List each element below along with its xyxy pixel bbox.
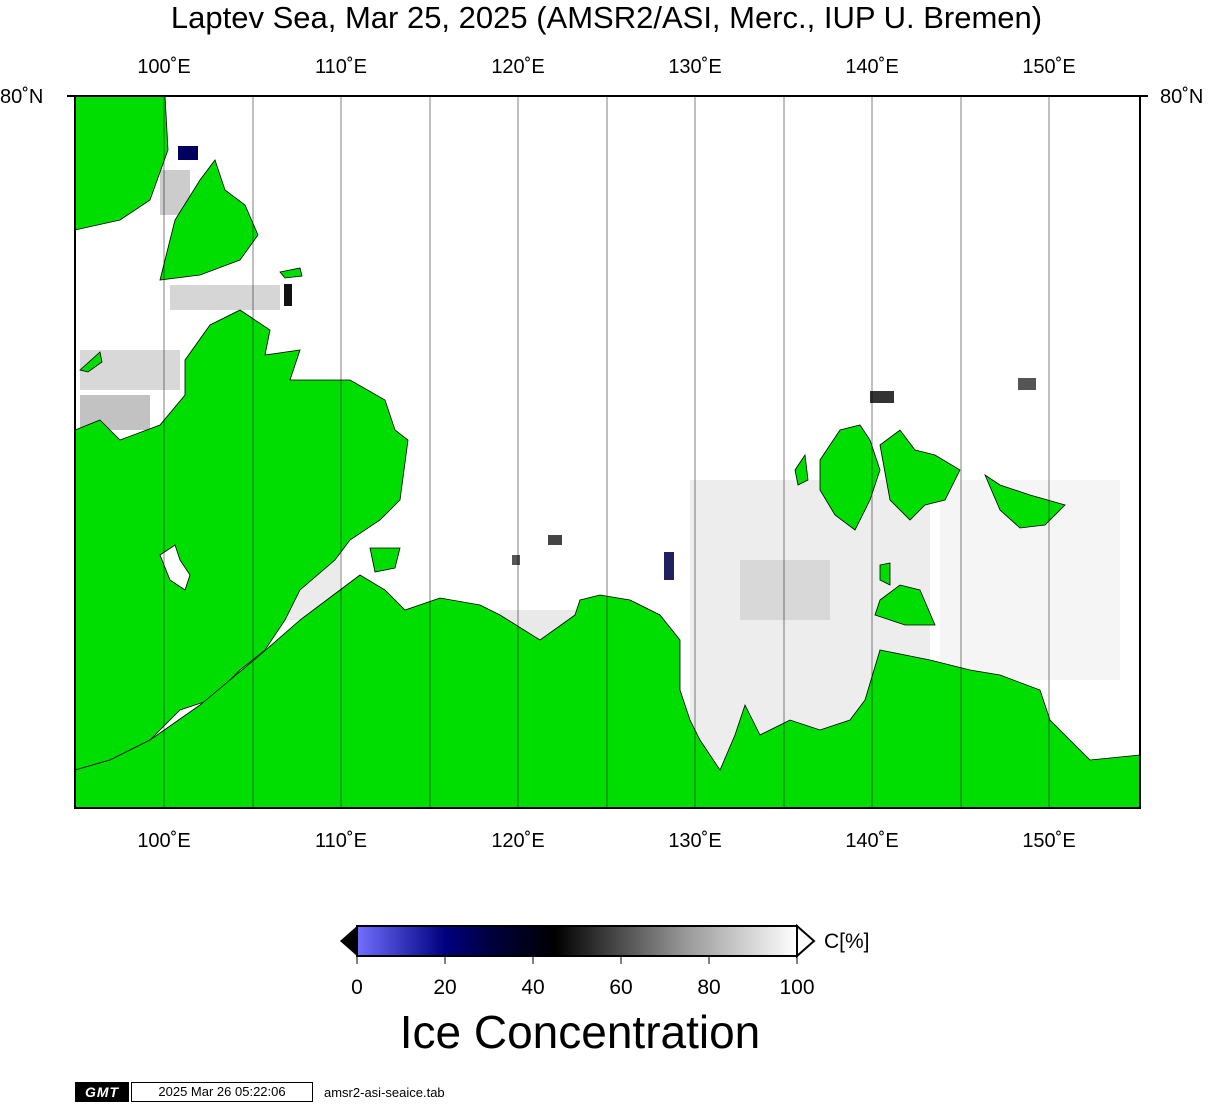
- ice-patch: [284, 284, 292, 306]
- ice-patch: [170, 285, 280, 310]
- lake: [159, 544, 191, 591]
- top-lon-label-120: 120˚E: [491, 56, 545, 78]
- gmt-logo: GMT: [75, 1082, 129, 1102]
- bottom-lon-label-130: 130˚E: [668, 830, 722, 852]
- bottom-lon-label-140: 140˚E: [845, 830, 899, 852]
- top-lon-label-130: 130˚E: [668, 56, 722, 78]
- colorbar-title: Ice Concentration: [399, 1006, 761, 1058]
- map-title: Laptev Sea, Mar 25, 2025 (AMSR2/ASI, Mer…: [170, 0, 1043, 35]
- ice-patch: [664, 552, 674, 580]
- colorbar-tick-label: 0: [351, 976, 363, 999]
- lon-gridlines: [163, 96, 1050, 808]
- colorbar: [340, 923, 816, 964]
- gmt-filename: amsr2-asi-seaice.tab: [324, 1085, 445, 1100]
- ice-patch: [870, 391, 894, 403]
- top-lon-label-140: 140˚E: [845, 56, 899, 78]
- colorbar-high-arrow: [796, 923, 816, 959]
- lat-label-right: 80˚N: [1160, 86, 1204, 108]
- bottom-lon-label-110: 110˚E: [315, 830, 367, 852]
- land-islet: [794, 453, 809, 486]
- colorbar-tick-label: 40: [521, 976, 545, 999]
- bottom-lon-label-100: 100˚E: [137, 830, 191, 852]
- ice-patch: [512, 555, 520, 565]
- colorbar-ticks: [356, 956, 798, 964]
- top-lon-label-150: 150˚E: [1022, 56, 1076, 78]
- gmt-timestamp: 2025 Mar 26 05:22:06: [131, 1082, 313, 1102]
- ice-patch: [740, 560, 830, 620]
- colorbar-tick-label: 100: [779, 976, 815, 999]
- land-islet: [874, 584, 936, 626]
- lat-label-left: 80˚N: [0, 86, 44, 108]
- top-lon-label-110: 110˚E: [315, 56, 367, 78]
- colorbar-low-arrow: [340, 926, 357, 956]
- land-islet: [279, 267, 303, 279]
- colorbar-tick-label: 80: [697, 976, 721, 999]
- land-island: [159, 159, 259, 281]
- colorbar-tick-label: 20: [433, 976, 457, 999]
- top-lon-label-100: 100˚E: [137, 56, 191, 78]
- land-islet: [369, 547, 401, 573]
- land-islet: [879, 562, 891, 586]
- land-kotelny: [819, 424, 881, 531]
- colorbar-unit: C[%]: [824, 930, 870, 953]
- ice-patch: [178, 146, 198, 160]
- colorbar-tick-label: 60: [609, 976, 633, 999]
- bottom-lon-label-150: 150˚E: [1022, 830, 1076, 852]
- land-northwest: [75, 96, 169, 231]
- ice-patch: [1018, 378, 1036, 390]
- land-islet: [79, 351, 103, 373]
- land-new-siberia: [984, 473, 1066, 529]
- bottom-lon-label-120: 120˚E: [491, 830, 545, 852]
- land-faddeyevsky: [879, 429, 961, 521]
- colorbar-gradient: [356, 925, 798, 957]
- map-frame: [74, 95, 1141, 809]
- ice-patch: [548, 535, 562, 545]
